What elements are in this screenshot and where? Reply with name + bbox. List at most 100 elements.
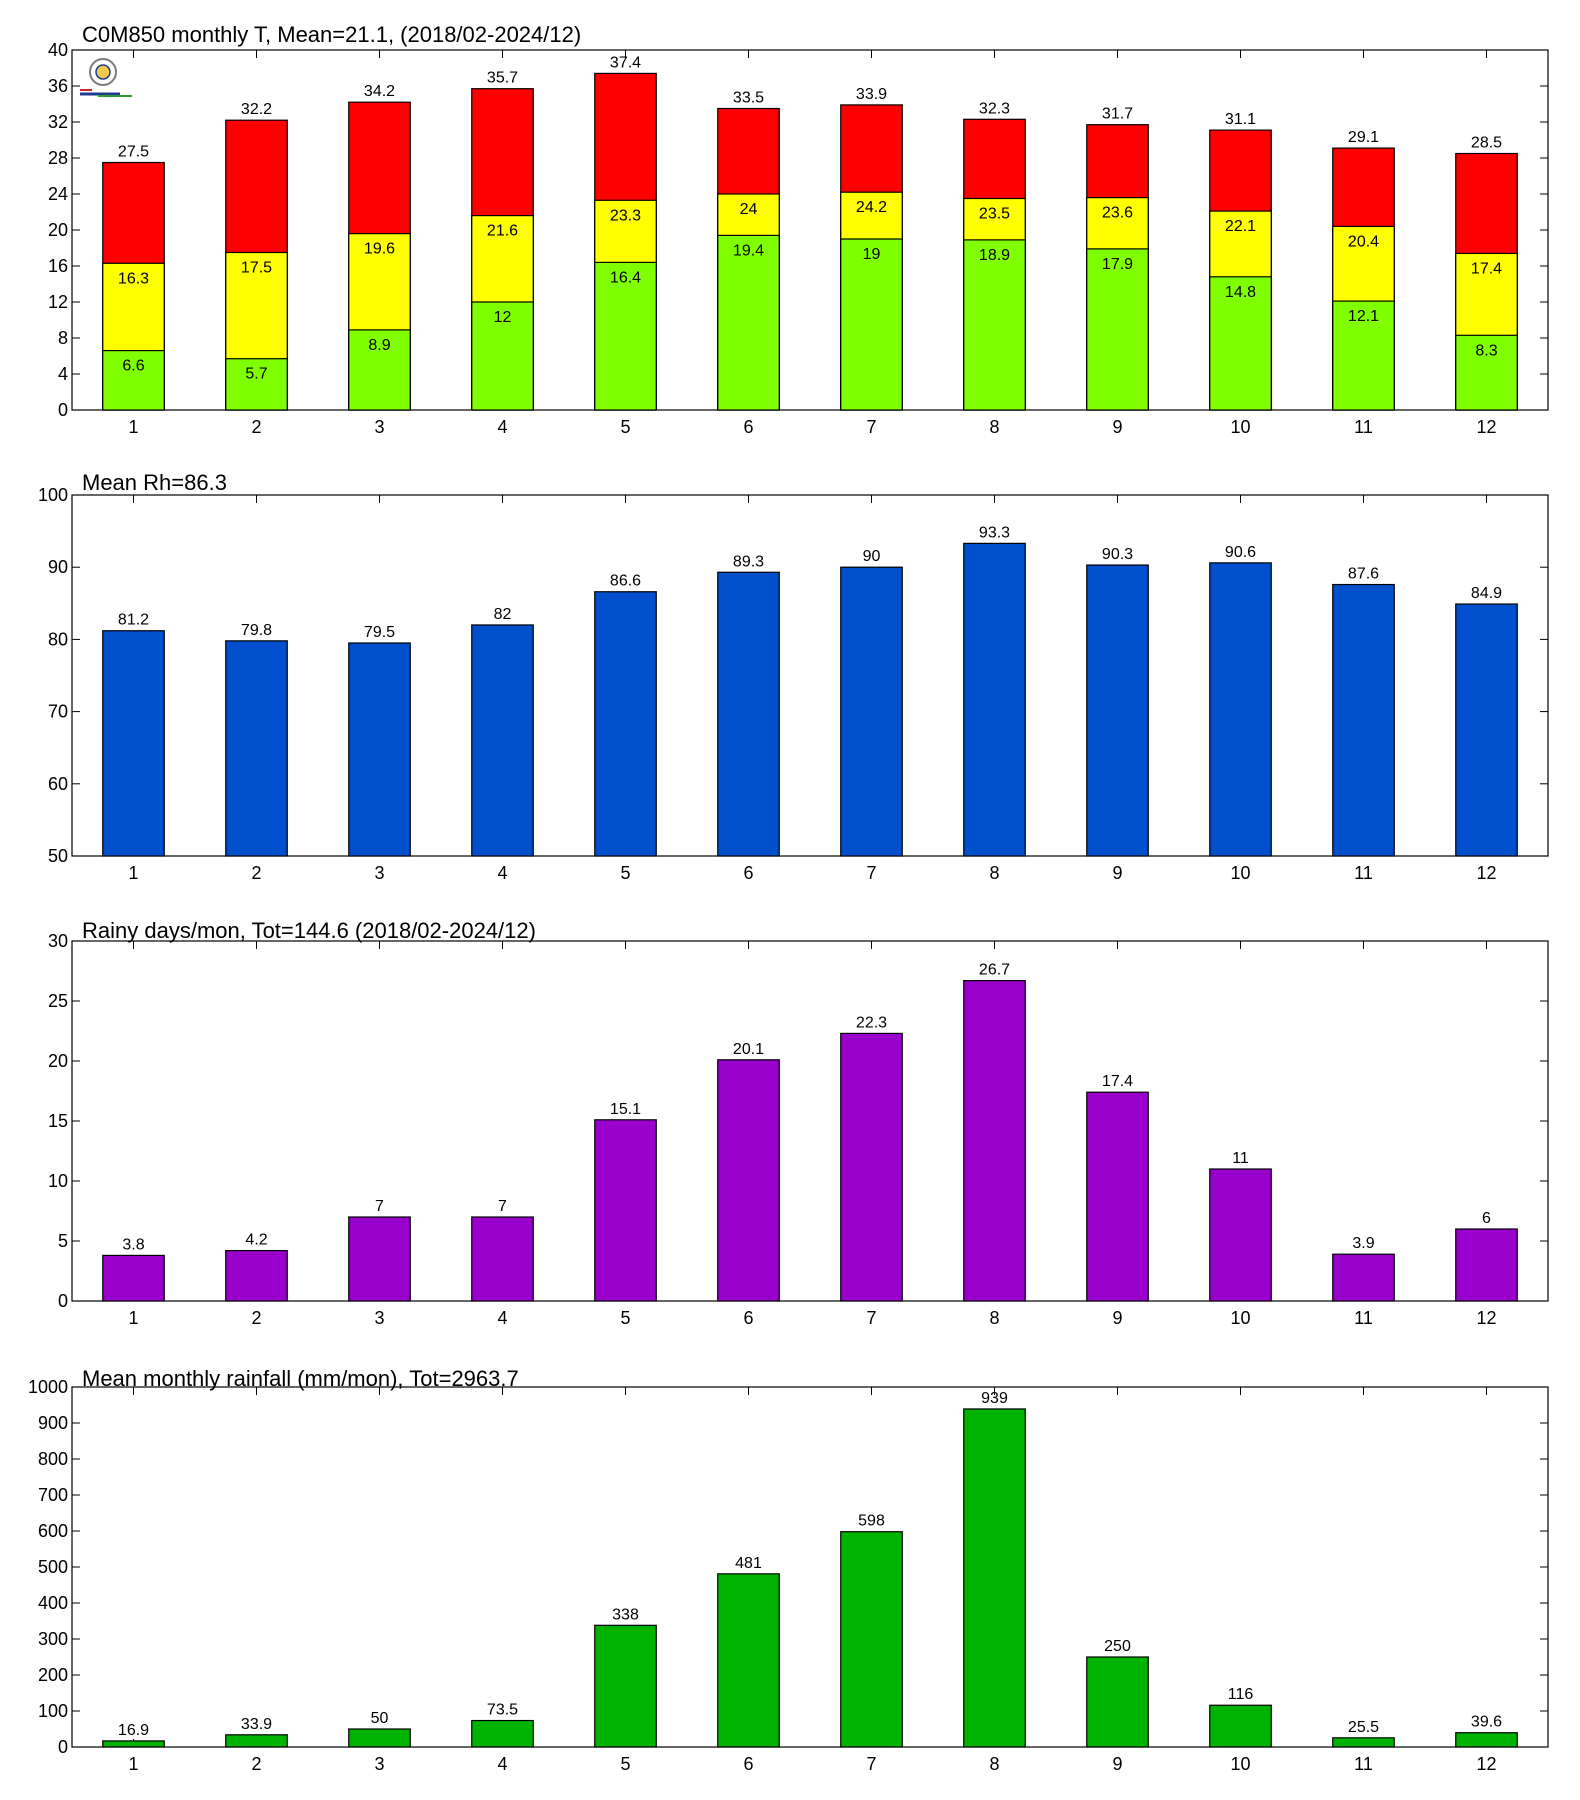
bar [348, 1728, 411, 1748]
x-tick-label: 7 [866, 1754, 876, 1774]
bar [1209, 1168, 1272, 1302]
x-tick-label: 2 [251, 1308, 261, 1328]
y-tick-label: 80 [48, 629, 68, 649]
x-tick-label: 11 [1354, 863, 1373, 883]
data-label-high: 28.5 [1471, 135, 1502, 152]
y-tick-label: 50 [48, 846, 68, 866]
y-tick-label: 32 [48, 112, 68, 132]
data-label-low: 14.8 [1225, 284, 1256, 301]
data-label: 4.2 [245, 1232, 267, 1249]
bar [717, 571, 780, 857]
y-tick-label: 40 [48, 40, 68, 60]
x-tick-label: 12 [1476, 417, 1496, 437]
y-tick-label: 0 [58, 1737, 68, 1757]
data-label: 25.5 [1348, 1719, 1379, 1736]
x-tick-label: 11 [1354, 1308, 1373, 1328]
bar [102, 1740, 165, 1748]
bar [840, 1032, 903, 1302]
bar [225, 1734, 288, 1748]
data-label-high: 35.7 [487, 70, 518, 87]
x-tick-label: 7 [866, 863, 876, 883]
y-tick-label: 25 [48, 991, 68, 1011]
bar [963, 542, 1026, 857]
bar [1209, 1704, 1272, 1748]
data-label-low: 8.3 [1475, 342, 1497, 359]
y-tick-label: 100 [38, 485, 68, 505]
x-tick-label: 12 [1476, 1754, 1496, 1774]
x-tick-label: 10 [1230, 417, 1250, 437]
bar [840, 1531, 903, 1748]
bar [102, 1254, 165, 1302]
x-tick-label: 1 [128, 1754, 138, 1774]
bar-low [840, 238, 903, 411]
bar-low [1455, 334, 1518, 411]
y-tick-label: 900 [38, 1413, 68, 1433]
bar [594, 1119, 657, 1302]
x-tick-label: 3 [374, 1754, 384, 1774]
x-tick-label: 9 [1112, 1754, 1122, 1774]
bar [594, 1624, 657, 1748]
x-tick-label: 1 [128, 417, 138, 437]
data-label: 93.3 [979, 524, 1010, 541]
bar [1332, 1253, 1395, 1302]
data-label: 79.8 [241, 622, 272, 639]
data-label: 7 [375, 1198, 384, 1215]
data-label-low: 6.6 [122, 358, 144, 375]
data-label: 79.5 [364, 624, 395, 641]
data-label: 89.3 [733, 553, 764, 570]
y-tick-label: 100 [38, 1701, 68, 1721]
bar-low [348, 329, 411, 411]
y-tick-label: 0 [58, 1291, 68, 1311]
y-tick-label: 90 [48, 557, 68, 577]
data-label-high: 29.1 [1348, 129, 1379, 146]
data-label-high: 33.5 [733, 90, 764, 107]
plot-area [71, 494, 1549, 857]
bar [963, 979, 1026, 1302]
data-label: 87.6 [1348, 566, 1379, 583]
data-label-low: 16.4 [610, 269, 641, 286]
bar [1455, 1228, 1518, 1302]
y-tick-label: 36 [48, 76, 68, 96]
y-tick-label: 200 [38, 1665, 68, 1685]
bar-low [963, 239, 1026, 411]
y-tick-label: 12 [48, 292, 68, 312]
temperature-chart: C0M850 monthly T, Mean=21.1, (2018/02-20… [48, 22, 1549, 437]
data-label: 33.9 [241, 1716, 272, 1733]
plot-area [71, 49, 1549, 411]
data-label-mean: 21.6 [487, 223, 518, 240]
data-label: 939 [981, 1390, 1008, 1407]
bar [1455, 603, 1518, 857]
data-label: 86.6 [610, 573, 641, 590]
data-label-low: 12 [494, 309, 512, 326]
data-label: 250 [1104, 1638, 1131, 1655]
y-tick-label: 60 [48, 774, 68, 794]
bar-low [225, 358, 288, 411]
x-tick-label: 12 [1476, 863, 1496, 883]
data-label: 3.9 [1352, 1235, 1374, 1252]
data-label: 6 [1482, 1210, 1491, 1227]
x-tick-label: 3 [374, 1308, 384, 1328]
data-label-low: 8.9 [368, 337, 390, 354]
x-tick-label: 3 [374, 863, 384, 883]
bar [102, 630, 165, 857]
data-label: 39.6 [1471, 1714, 1502, 1731]
data-label: 17.4 [1102, 1073, 1133, 1090]
x-tick-label: 5 [620, 1754, 630, 1774]
bar-low [1086, 248, 1149, 411]
plot-area [71, 940, 1549, 1302]
bar [348, 642, 411, 857]
data-label: 15.1 [610, 1101, 641, 1118]
y-tick-label: 8 [58, 328, 68, 348]
x-tick-label: 6 [743, 417, 753, 437]
data-label: 82 [494, 606, 512, 623]
x-tick-label: 4 [497, 1308, 507, 1328]
x-tick-label: 9 [1112, 863, 1122, 883]
data-label-high: 31.1 [1225, 111, 1256, 128]
x-tick-label: 10 [1230, 1754, 1250, 1774]
bar-low [471, 301, 534, 411]
y-tick-label: 700 [38, 1485, 68, 1505]
bar [963, 1408, 1026, 1748]
x-tick-label: 4 [497, 417, 507, 437]
data-label: 3.8 [122, 1236, 144, 1253]
